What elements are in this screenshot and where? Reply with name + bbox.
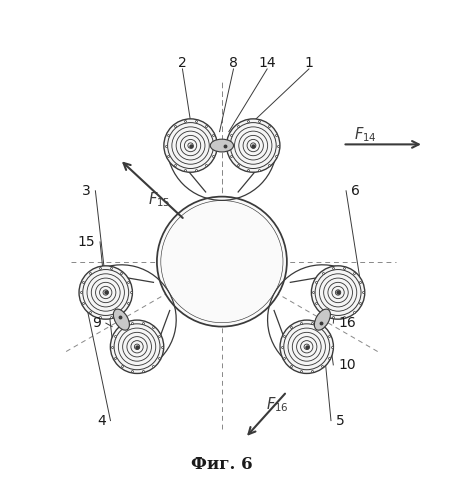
Circle shape <box>79 266 133 319</box>
Text: 8: 8 <box>229 56 238 70</box>
Text: 6: 6 <box>351 184 360 198</box>
Circle shape <box>110 320 164 374</box>
Circle shape <box>280 320 333 374</box>
Ellipse shape <box>210 139 234 152</box>
Text: 2: 2 <box>178 56 187 70</box>
Text: 3: 3 <box>82 184 91 198</box>
Text: $F_{16}$: $F_{16}$ <box>266 395 289 413</box>
Text: 9: 9 <box>92 316 101 330</box>
Ellipse shape <box>113 309 129 330</box>
Text: 4: 4 <box>97 414 106 428</box>
Text: $F_{15}$: $F_{15}$ <box>148 190 170 210</box>
Text: 1: 1 <box>304 56 313 70</box>
Text: 10: 10 <box>338 358 355 372</box>
Text: 14: 14 <box>258 56 276 70</box>
Ellipse shape <box>314 309 331 330</box>
Text: Фиг. 6: Фиг. 6 <box>191 456 253 473</box>
Circle shape <box>311 266 365 319</box>
Text: 5: 5 <box>336 414 344 428</box>
Circle shape <box>226 119 280 172</box>
Text: 16: 16 <box>338 316 356 330</box>
Circle shape <box>164 119 217 172</box>
Text: $F_{14}$: $F_{14}$ <box>354 126 377 144</box>
Circle shape <box>157 196 287 326</box>
Text: 15: 15 <box>78 235 95 249</box>
